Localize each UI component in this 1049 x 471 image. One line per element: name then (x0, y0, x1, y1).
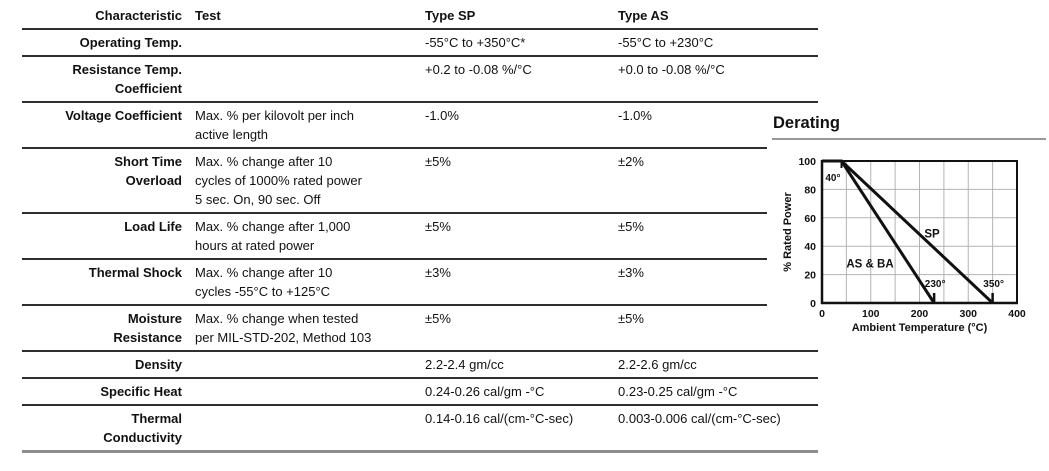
row-divider (22, 377, 818, 379)
characteristic-cell: Operating Temp. (79, 35, 182, 50)
svg-text:350°: 350° (983, 279, 1004, 290)
table-bottom-rule (22, 450, 818, 453)
svg-text:230°: 230° (925, 279, 946, 290)
type-as-cell: +0.0 to -0.08 %/°C (618, 62, 725, 77)
characteristic-cell: Moisture Resistance (113, 311, 182, 345)
type-as-cell: ±2% (618, 154, 644, 169)
derating-title: Derating (773, 114, 840, 132)
characteristic-cell: Density (135, 357, 182, 372)
column-header-type-sp: Type SP (425, 8, 476, 23)
table-row: Voltage Coefficient Max. % per kilovolt … (22, 103, 818, 147)
table-row: Resistance Temp. Coefficient +0.2 to -0.… (22, 57, 818, 101)
svg-text:40: 40 (804, 241, 816, 253)
table-row: Thermal Shock Max. % change after 10 cyc… (22, 260, 818, 304)
table-header-row: Characteristic Test Type SP Type AS (22, 3, 818, 28)
svg-text:100: 100 (862, 308, 880, 320)
table-row: Load Life Max. % change after 1,000 hour… (22, 214, 818, 258)
row-divider (22, 101, 818, 103)
type-as-cell: -55°C to +230°C (618, 35, 714, 50)
characteristic-cell: Thermal Conductivity (103, 411, 182, 445)
svg-text:0: 0 (819, 308, 825, 320)
characteristic-cell: Short Time Overload (114, 154, 182, 188)
test-cell: Max. % change after 1,000 hours at rated… (195, 219, 351, 253)
type-as-cell: 0.23-0.25 cal/gm -°C (618, 384, 738, 399)
row-divider (22, 350, 818, 352)
type-sp-cell: -55°C to +350°C* (425, 35, 526, 50)
type-sp-cell: ±5% (425, 219, 451, 234)
svg-text:300: 300 (959, 308, 977, 320)
test-cell: Max. % change after 10 cycles of 1000% r… (195, 154, 362, 207)
svg-text:40°: 40° (825, 173, 840, 184)
type-sp-cell: -1.0% (425, 108, 459, 123)
type-sp-cell: ±5% (425, 311, 451, 326)
row-divider (22, 304, 767, 306)
table-row: Density 2.2-2.4 gm/cc 2.2-2.6 gm/cc (22, 352, 818, 377)
characteristic-cell: Specific Heat (100, 384, 182, 399)
type-sp-cell: 0.14-0.16 cal/(cm-°C-sec) (425, 411, 574, 426)
derating-section: Derating 40° 230° 350° SP AS & BA 0 20 40 60 80 10… (772, 111, 1049, 343)
column-header-type-as: Type AS (618, 8, 669, 23)
type-as-cell: ±5% (618, 311, 644, 326)
type-as-cell: -1.0% (618, 108, 652, 123)
row-divider (22, 147, 767, 149)
characteristic-cell: Thermal Shock (88, 265, 182, 280)
svg-text:0: 0 (810, 298, 816, 310)
test-cell: Max. % change when tested per MIL-STD-20… (195, 311, 372, 345)
type-as-cell: ±5% (618, 219, 644, 234)
test-cell: Max. % change after 10 cycles -55°C to +… (195, 265, 333, 299)
derating-chart: 40° 230° 350° SP AS & BA 0 20 40 60 80 100 0 100 200 3… (782, 156, 1026, 334)
type-sp-cell: 2.2-2.4 gm/cc (425, 357, 504, 372)
table-row: Moisture Resistance Max. % change when t… (22, 306, 818, 350)
svg-text:80: 80 (804, 184, 816, 196)
spec-table: Characteristic Test Type SP Type AS Oper… (22, 3, 818, 453)
svg-text:20: 20 (804, 270, 816, 282)
characteristic-cell: Voltage Coefficient (65, 108, 182, 123)
svg-text:SP: SP (924, 229, 940, 241)
type-sp-cell: ±5% (425, 154, 451, 169)
type-sp-cell: +0.2 to -0.08 %/°C (425, 62, 532, 77)
table-row: Specific Heat 0.24-0.26 cal/gm -°C 0.23-… (22, 379, 818, 404)
characteristic-cell: Resistance Temp. Coefficient (72, 62, 182, 96)
table-row: Thermal Conductivity 0.14-0.16 cal/(cm-°… (22, 406, 818, 450)
type-as-cell: ±3% (618, 265, 644, 280)
type-sp-cell: ±3% (425, 265, 451, 280)
svg-text:% Rated Power: % Rated Power (782, 192, 794, 272)
row-divider (22, 55, 818, 57)
row-divider (22, 212, 767, 214)
type-as-cell: 0.003-0.006 cal/(cm-°C-sec) (618, 411, 781, 426)
svg-text:Ambient Temperature (°C): Ambient Temperature (°C) (852, 322, 988, 334)
svg-text:60: 60 (804, 213, 816, 225)
test-cell: Max. % per kilovolt per inch active leng… (195, 108, 354, 142)
row-divider (22, 404, 818, 406)
row-divider (22, 258, 767, 260)
type-as-cell: 2.2-2.6 gm/cc (618, 357, 697, 372)
svg-text:100: 100 (798, 156, 816, 168)
svg-text:200: 200 (911, 308, 929, 320)
characteristic-cell: Load Life (124, 219, 182, 234)
type-sp-cell: 0.24-0.26 cal/gm -°C (425, 384, 545, 399)
table-row: Operating Temp. -55°C to +350°C* -55°C t… (22, 30, 818, 55)
derating-title-underline (772, 138, 1046, 140)
svg-text:400: 400 (1008, 308, 1026, 320)
column-header-test: Test (195, 8, 221, 23)
svg-text:AS & BA: AS & BA (846, 259, 893, 271)
row-divider (22, 28, 818, 30)
column-header-characteristic: Characteristic (95, 8, 182, 23)
table-row: Short Time Overload Max. % change after … (22, 149, 818, 212)
